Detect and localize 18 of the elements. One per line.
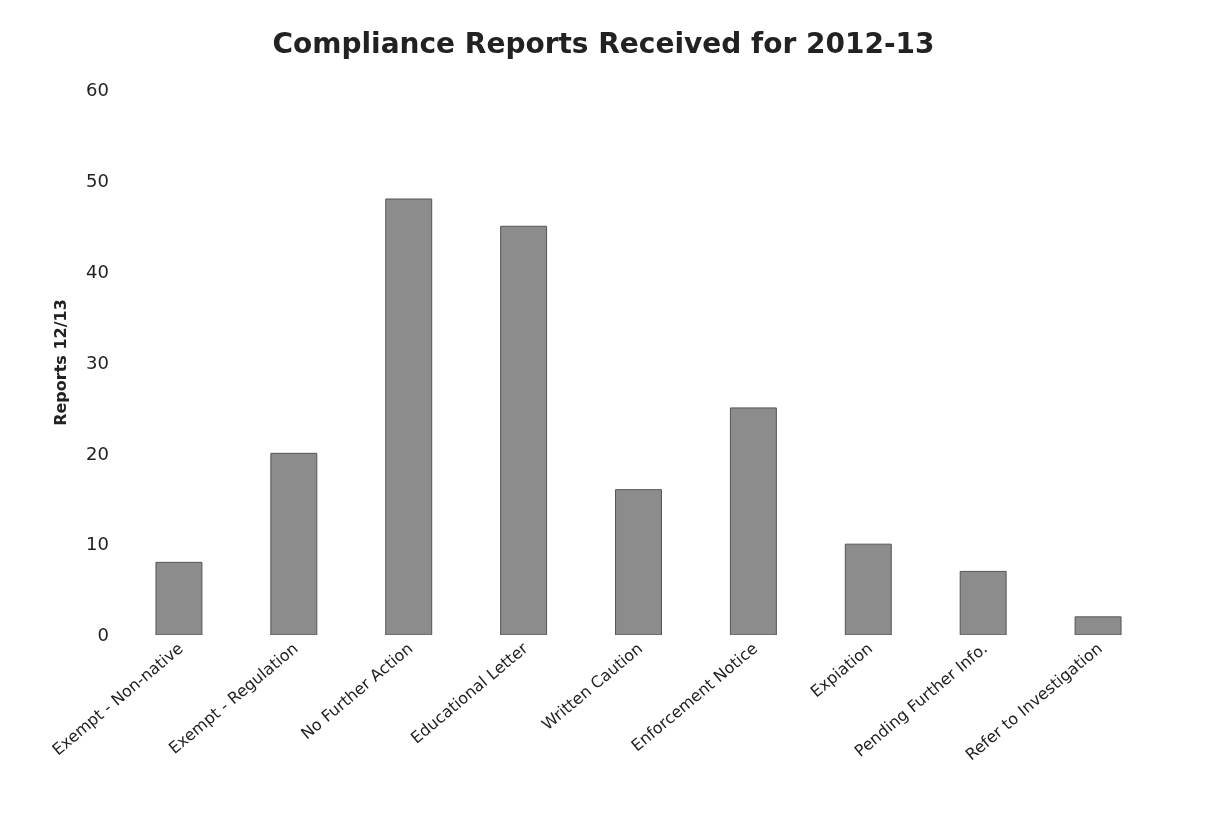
y-tick-label: 20 xyxy=(86,442,109,464)
y-axis-title: Reports 12/13 xyxy=(50,299,70,426)
y-tick-label: 50 xyxy=(86,170,109,192)
y-tick-label: 60 xyxy=(86,79,109,101)
chart-title: Compliance Reports Received for 2012-13 xyxy=(272,27,935,60)
bar xyxy=(729,407,777,635)
y-tick-label: 10 xyxy=(86,533,109,555)
bar xyxy=(615,489,662,635)
bar xyxy=(500,225,548,635)
bar xyxy=(155,561,203,635)
bar xyxy=(959,570,1007,635)
y-tick-label: 40 xyxy=(86,260,109,282)
y-tick-label: 0 xyxy=(97,624,109,646)
bar xyxy=(385,198,433,635)
bar xyxy=(270,452,318,635)
bar xyxy=(1074,616,1122,635)
bar xyxy=(844,543,892,635)
y-tick-label: 30 xyxy=(86,351,109,373)
